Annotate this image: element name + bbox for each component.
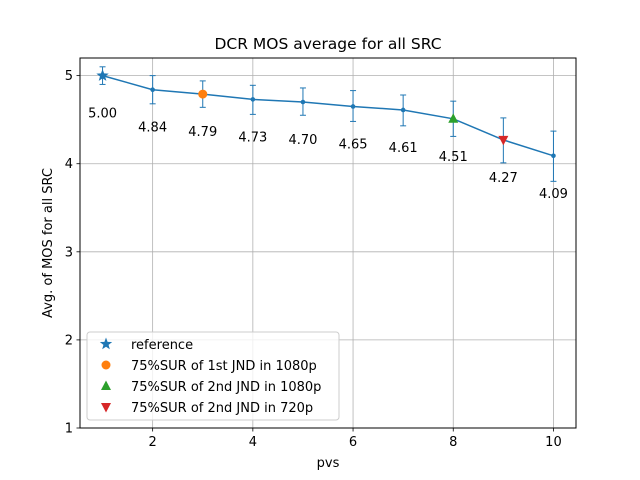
series-line: [102, 74, 554, 157]
legend-marker: [101, 380, 111, 390]
data-label: 4.84: [138, 121, 167, 136]
data-label: 5.00: [88, 107, 117, 122]
data-label: 4.79: [188, 125, 217, 140]
highlight-marker: [198, 89, 208, 99]
highlight-marker: [96, 69, 109, 81]
x-tick-label: 8: [449, 435, 457, 450]
plot-frame: [79, 57, 577, 429]
x-tick-label: 2: [149, 435, 157, 450]
legend-marker: [101, 360, 111, 370]
data-point: [551, 153, 556, 159]
legend-label-reference: reference: [131, 338, 193, 353]
data-point: [150, 87, 155, 93]
legend-box: [86, 331, 340, 421]
chart-title: DCR MOS average for all SRC: [214, 35, 441, 53]
legend-marker: [99, 337, 113, 350]
y-axis-label: Avg. of MOS for all SRC: [41, 168, 56, 318]
data-label: 4.09: [539, 187, 568, 202]
data-point: [400, 107, 406, 113]
y-tick-label: 2: [65, 333, 73, 348]
y-tick-label: 4: [65, 157, 73, 172]
y-tick-label: 1: [65, 422, 73, 437]
legend: reference 75%SUR of 1st JND in 1080p 75%…: [86, 331, 340, 421]
legend-marker: [101, 403, 111, 413]
y-tick-label: 5: [65, 69, 73, 84]
data-label: 4.27: [489, 171, 518, 186]
data-label: 4.70: [288, 133, 317, 148]
data-label: 4.73: [238, 130, 267, 145]
x-tick-label: 10: [545, 435, 562, 450]
data-point: [350, 104, 356, 109]
x-axis-label: pvs: [317, 456, 340, 471]
highlight-marker: [498, 135, 509, 146]
y-tick-label: 3: [65, 245, 73, 260]
legend-label-2nd-jnd-720p: 75%SUR of 2nd JND in 720p: [131, 401, 313, 416]
legend-label-2nd-jnd-1080p: 75%SUR of 2nd JND in 1080p: [131, 380, 321, 395]
data-label: 4.61: [389, 141, 418, 156]
highlight-marker: [448, 113, 459, 123]
data-label: 4.65: [339, 137, 368, 152]
data-labels: 5.00 4.84 4.79 4.73 4.70 4.65 4.61 4.51 4.27 4.09: [88, 107, 568, 202]
x-tick-label: 4: [249, 435, 257, 450]
data-point: [300, 99, 306, 105]
data-label: 4.51: [439, 150, 468, 165]
series: [96, 66, 557, 182]
data-point: [250, 97, 256, 102]
x-tick-label: 6: [349, 435, 357, 450]
legend-markers: [99, 337, 113, 413]
legend-label-1st-jnd-1080p: 75%SUR of 1st JND in 1080p: [131, 359, 317, 374]
